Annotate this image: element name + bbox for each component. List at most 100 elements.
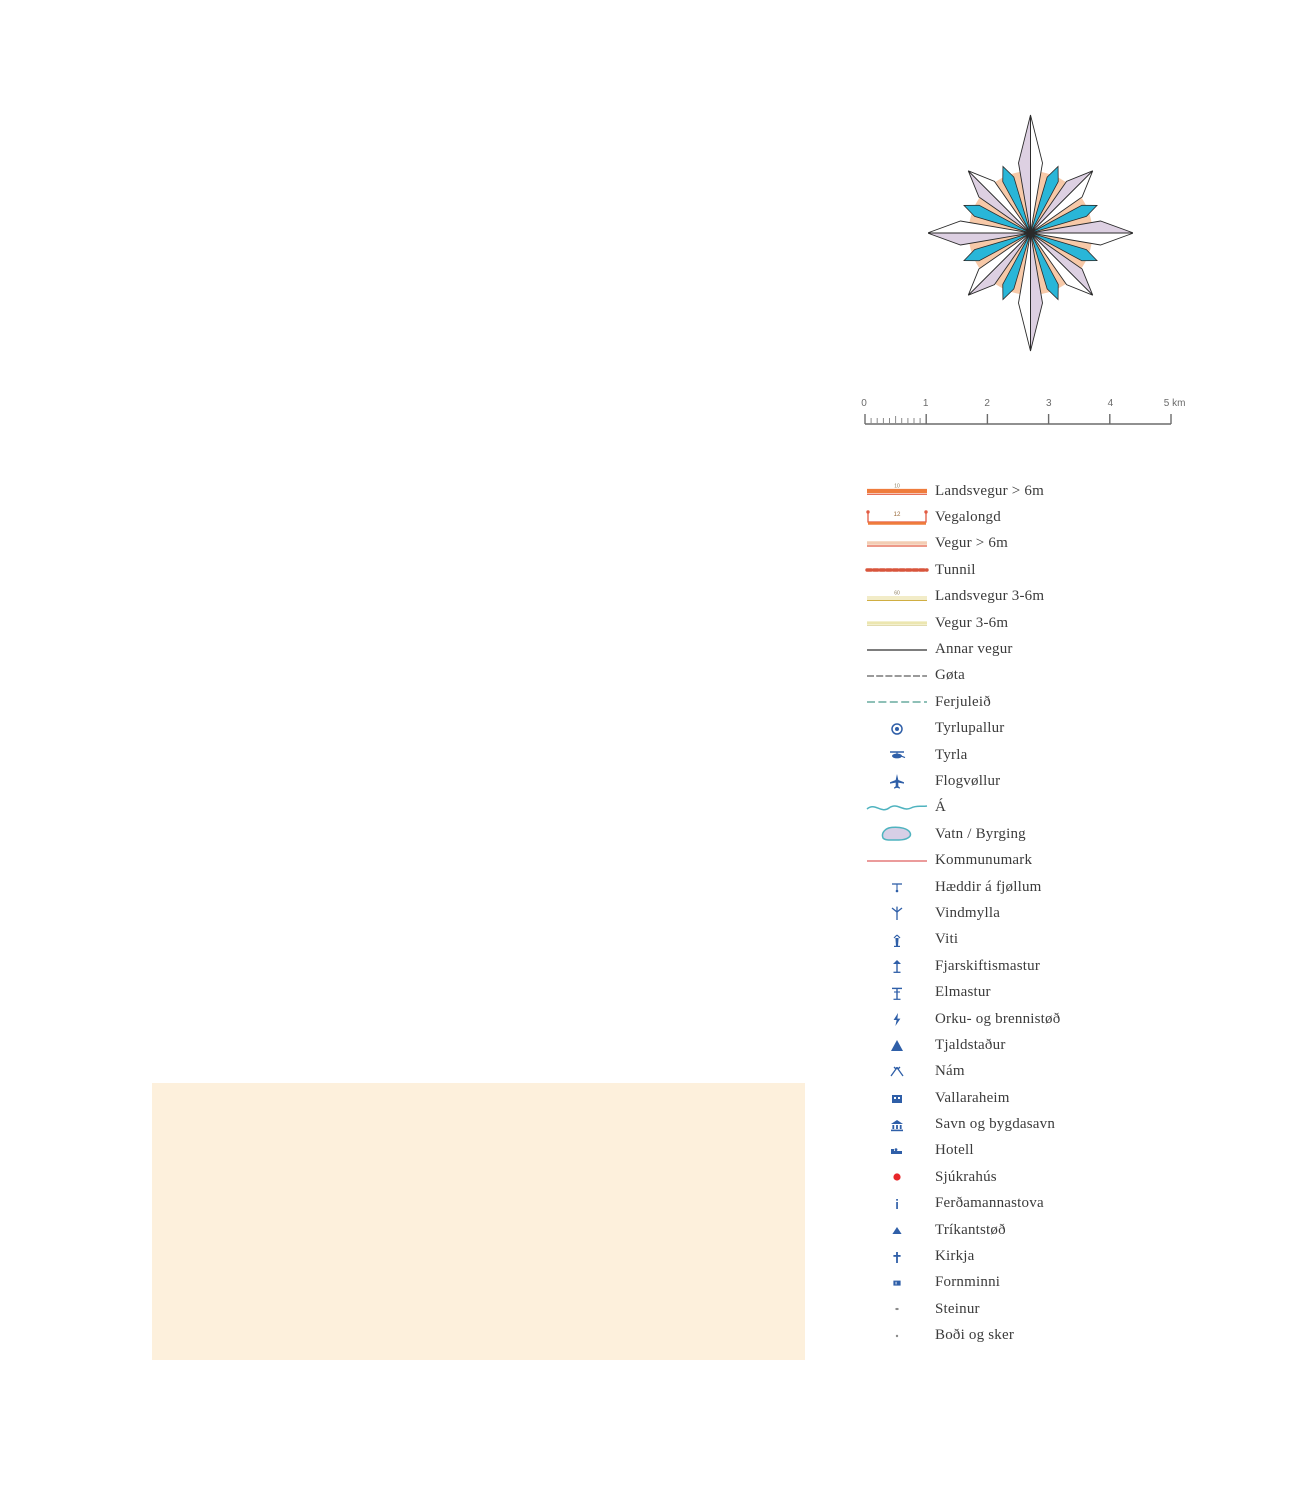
legend-label: Ferðamannastova [935,1195,1044,1212]
legend-label: Savn og bygdasavn [935,1116,1056,1133]
legend-label: Fornminni [935,1274,1001,1291]
power-pylon-icon [862,979,932,1005]
legend-row-helicopter-icon: Tyrla [862,742,1202,768]
legend-row-airport-icon: Flogvøllur [862,768,1202,794]
legend-label: Hæddir á fjøllum [935,878,1042,895]
legend-row-road-other: Annar vegur [862,636,1202,662]
compass-intercardinal-points [967,170,1094,296]
legend-row-stone-icon: Steinur [862,1296,1202,1322]
airport-icon [862,768,932,794]
legend-row-lighthouse-icon: Viti [862,927,1202,953]
legend-label: Landsvegur > 6m [935,482,1044,499]
legend-row-power-plant-icon: Orku- og brennistøð [862,1006,1202,1032]
scale-tick-5: 5 km [1163,398,1186,409]
legend-label: Tyrla [935,746,968,763]
triangulation-station-icon [862,1217,932,1243]
lighthouse-icon [862,927,932,953]
legend-label: Vindmylla [935,904,1001,921]
helicopter-icon [862,742,932,768]
info-panel [152,1083,805,1360]
reef-skerry-icon [862,1323,932,1349]
svg-text:12: 12 [894,511,901,518]
scale-tick-1: 1 [922,398,929,409]
legend-row-wind-turbine-icon: Vindmylla [862,900,1202,926]
legend-row-hostel-icon: Vallaraheim [862,1085,1202,1111]
legend-row-road-primary-over-6m: 10 Landsvegur > 6m [862,478,1202,504]
legend-label: Ferjuleið [935,693,991,710]
legend-label: Tríkantstøð [935,1221,1006,1238]
legend-label: Tjaldstaður [935,1036,1006,1053]
legend-label: Vegur > 6m [935,535,1008,552]
compass-secondary-points [963,165,1098,301]
ferry-route [862,689,932,715]
legend-label: Kirkja [935,1248,975,1265]
legend-label: Steinur [935,1300,980,1317]
legend-label: Á [935,799,947,816]
municipal-boundary [862,847,932,873]
legend-row-road-distance-marker: 12 Vegalongd [862,504,1202,530]
campsite-icon [862,1032,932,1058]
mountain-height-icon [862,874,932,900]
legend-label: Landsvegur 3-6m [935,588,1045,605]
legend-label: Vallaraheim [935,1089,1010,1106]
road-distance-marker: 12 [862,504,932,530]
scale-tick-0: 0 [861,398,867,409]
legend-row-municipal-boundary: Kommunumark [862,847,1202,873]
river [862,795,932,821]
compass-crosshair [927,115,1134,351]
legend-row-road-primary-3-6m: 60 Landsvegur 3-6m [862,584,1202,610]
svg-text:60: 60 [894,590,900,596]
map-scale-bar: 0 1 2 3 4 5 km [861,398,1185,438]
legend-row-quarry-icon: Nám [862,1059,1202,1085]
legend-label: Flogvøllur [935,772,1001,789]
legend-row-tunnel: Tunnil [862,557,1202,583]
church-icon [862,1243,932,1269]
legend-label: Elmastur [935,984,991,1001]
legend-row-church-icon: Kirkja [862,1243,1202,1269]
compass-rose-graphic [927,114,1134,352]
legend-row-hospital-icon: Sjúkrahús [862,1164,1202,1190]
svg-text:10: 10 [894,484,900,490]
legend-row-museum-icon: Savn og bygdasavn [862,1111,1202,1137]
legend-row-road-3-6m: Vegur 3-6m [862,610,1202,636]
legend-row-tourist-info-icon: Ferðamannastova [862,1191,1202,1217]
legend-row-reef-skerry-icon: Boði og sker [862,1323,1202,1349]
hotel-icon [862,1138,932,1164]
legend-row-ferry-route: Ferjuleið [862,689,1202,715]
legend-row-river: Á [862,795,1202,821]
legend-label: Vegalongd [935,509,1001,526]
compass-rose [927,108,1134,358]
legend-row-road-over-6m: Vegur > 6m [862,531,1202,557]
legend-label: Viti [935,931,959,948]
scale-bar-graphic [864,414,1172,425]
legend-label: Tyrlupallur [935,720,1005,737]
hospital-icon [862,1164,932,1190]
road-primary-3-6m: 60 [862,584,932,610]
lake-reservoir [862,821,932,847]
scale-tick-labels: 0 1 2 3 4 5 km [861,398,1185,412]
legend-row-power-pylon-icon: Elmastur [862,979,1202,1005]
road-3-6m [862,610,932,636]
compass-cardinal-points [927,114,1134,352]
hostel-icon [862,1085,932,1111]
road-primary-over-6m: 10 [862,478,932,504]
legend-row-mountain-height-icon: Hæddir á fjøllum [862,874,1202,900]
legend-label: Nám [935,1063,965,1080]
legend-label: Gøta [935,667,965,684]
stone-icon [862,1296,932,1322]
scale-tick-4: 4 [1107,398,1114,409]
scale-tick-2: 2 [984,398,990,409]
power-plant-icon [862,1006,932,1032]
legend-row-helipad-icon: Tyrlupallur [862,716,1202,742]
wind-turbine-icon [862,900,932,926]
telecom-mast-icon [862,953,932,979]
legend-label: Hotell [935,1142,974,1159]
legend-row-telecom-mast-icon: Fjarskiftismastur [862,953,1202,979]
legend-row-path: Gøta [862,663,1202,689]
legend-label: Orku- og brennistøð [935,1010,1061,1027]
legend-row-ancient-monument-icon: Fornminni [862,1270,1202,1296]
legend-row-lake-reservoir: Vatn / Byrging [862,821,1202,847]
tunnel [862,557,932,583]
helipad-icon [862,716,932,742]
quarry-icon [862,1059,932,1085]
